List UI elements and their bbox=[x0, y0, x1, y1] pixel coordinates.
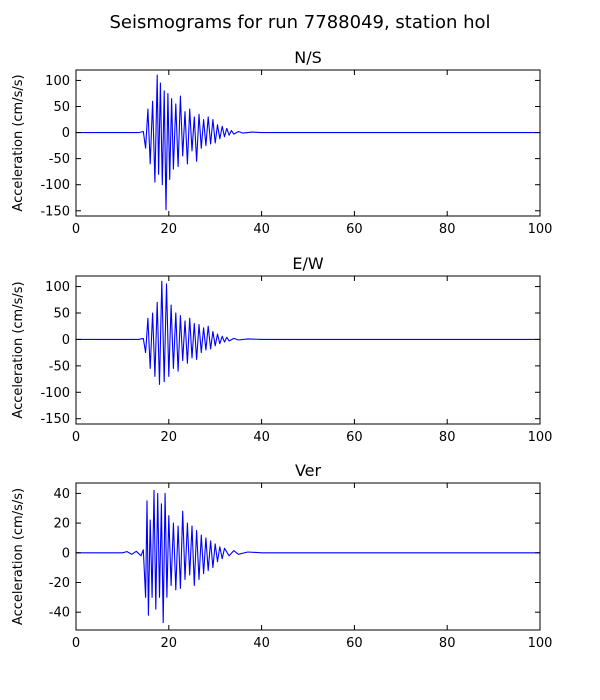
plot-frame bbox=[75, 482, 541, 631]
y-tick-label: -50 bbox=[49, 359, 70, 374]
y-tick-label: 0 bbox=[62, 333, 70, 348]
y-tick-label: 50 bbox=[53, 100, 70, 115]
y-tick-label: 0 bbox=[62, 546, 70, 561]
seismogram-panel: E/W Acceleration (cm/s/s) 0 20 40 60 80 100 -150… bbox=[11, 254, 552, 445]
y-tick-label: -100 bbox=[40, 386, 70, 401]
x-tick-label: 0 bbox=[72, 222, 80, 237]
plot-frame bbox=[75, 275, 541, 425]
y-tick-label: 50 bbox=[53, 307, 70, 322]
y-tick-label: -150 bbox=[40, 412, 70, 427]
figure-title: Seismograms for run 7788049, station hol bbox=[109, 12, 490, 33]
waveform-line bbox=[76, 280, 540, 385]
y-tick-label: -20 bbox=[49, 576, 70, 591]
y-tick-label: 20 bbox=[53, 517, 70, 532]
y-axis-label: Acceleration (cm/s/s) bbox=[11, 281, 26, 418]
y-axis-label: Acceleration (cm/s/s) bbox=[11, 488, 26, 625]
x-tick-label: 60 bbox=[346, 222, 363, 237]
seismogram-panel: N/S Acceleration (cm/s/s) 0 20 40 60 80 100 -150… bbox=[11, 48, 552, 237]
seismogram-panel: Ver Acceleration (cm/s/s) 0 20 40 60 80 100 -40 -… bbox=[11, 461, 552, 651]
y-tick-label: -50 bbox=[49, 152, 70, 167]
panel-title: Ver bbox=[295, 461, 322, 480]
x-tick-label: 60 bbox=[346, 430, 363, 445]
y-axis-label: Acceleration (cm/s/s) bbox=[11, 74, 26, 211]
x-tick-label: 100 bbox=[528, 222, 553, 237]
waveform-line bbox=[76, 489, 540, 624]
y-tick-label: -150 bbox=[40, 204, 70, 219]
y-tick-label: -40 bbox=[49, 606, 70, 621]
x-tick-label: 20 bbox=[161, 222, 178, 237]
x-tick-label: 0 bbox=[72, 430, 80, 445]
x-tick-label: 40 bbox=[253, 430, 270, 445]
y-tick-label: 0 bbox=[62, 126, 70, 141]
x-tick-label: 100 bbox=[528, 430, 553, 445]
x-tick-label: 100 bbox=[528, 636, 553, 651]
y-tick-label: -100 bbox=[40, 178, 70, 193]
x-tick-label: 0 bbox=[72, 636, 80, 651]
y-tick-label: 100 bbox=[45, 280, 70, 295]
plot-frame bbox=[75, 69, 541, 217]
x-tick-label: 60 bbox=[346, 636, 363, 651]
x-tick-label: 80 bbox=[439, 430, 456, 445]
panel-title: E/W bbox=[292, 254, 324, 273]
x-tick-label: 40 bbox=[253, 636, 270, 651]
x-tick-label: 20 bbox=[161, 430, 178, 445]
y-tick-label: 40 bbox=[53, 487, 70, 502]
panel-title: N/S bbox=[294, 48, 322, 67]
x-tick-label: 80 bbox=[439, 636, 456, 651]
x-tick-label: 20 bbox=[161, 636, 178, 651]
x-tick-label: 80 bbox=[439, 222, 456, 237]
waveform-line bbox=[76, 74, 540, 211]
y-tick-label: 100 bbox=[45, 74, 70, 89]
x-tick-label: 40 bbox=[253, 222, 270, 237]
